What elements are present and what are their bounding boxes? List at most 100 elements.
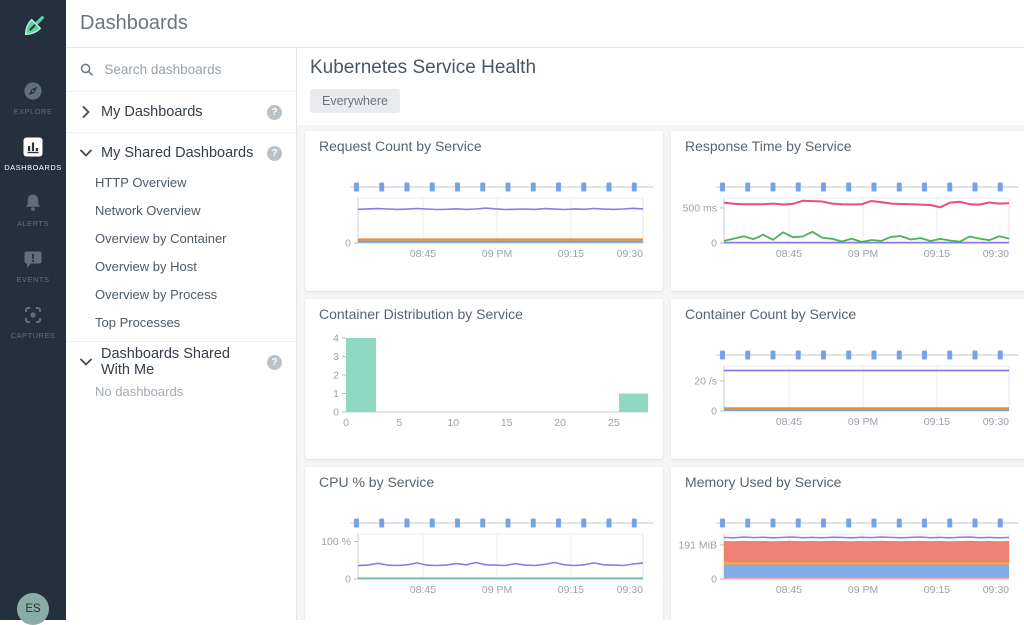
event-marker [795, 182, 801, 192]
chart-canvas: 0 20 /s 08:45 09 PM 09:15 09:30 [694, 350, 1019, 428]
histogram-bar [619, 393, 648, 412]
event-marker [972, 182, 978, 192]
chart-card[interactable]: Memory Used by Service 0 191 MiB 08:45 09 PM… [671, 467, 1024, 620]
app-container: Dashboards My Dashboards ? [66, 0, 1024, 620]
section-header-my-dashboards[interactable]: My Dashboards ? [66, 97, 296, 127]
event-marker [480, 182, 486, 192]
dashboard-main: Kubernetes Service Health Everywhere Req… [297, 48, 1024, 620]
event-marker [379, 182, 385, 192]
event-marker [745, 182, 751, 192]
top-bar: Dashboards [66, 0, 1024, 48]
svg-text:0: 0 [711, 406, 717, 418]
svg-text:08:45: 08:45 [410, 248, 436, 260]
event-marker [429, 182, 435, 192]
svg-text:09 PM: 09 PM [482, 584, 512, 596]
chart-canvas: 0 191 MiB 08:45 09 PM 09:15 09:30 [678, 518, 1019, 596]
svg-text:20 /s: 20 /s [694, 376, 717, 388]
section-label: My Shared Dashboards [101, 145, 254, 161]
section-my-dashboards: My Dashboards ? [66, 92, 296, 133]
search-icon [80, 63, 93, 76]
chart-card[interactable]: Request Count by Service 0 08:45 09 PM 09:15… [305, 131, 663, 291]
page-title: Dashboards [80, 12, 188, 34]
sidebar-item-alerts[interactable]: ALERTS [0, 192, 66, 228]
svg-text:09 PM: 09 PM [848, 584, 878, 596]
chart-title: Container Distribution by Service [319, 306, 523, 322]
section-dashboards-shared-with-me: Dashboards Shared With Me ? No dashboard… [66, 342, 296, 412]
svg-text:09:30: 09:30 [617, 584, 643, 596]
event-marker [972, 350, 978, 360]
series-blue-area [724, 564, 1009, 579]
event-marker [896, 182, 902, 192]
chart-card[interactable]: CPU % by Service 0 100 % 08:45 09 PM 09:15 09:… [305, 467, 663, 620]
svg-text:09 PM: 09 PM [482, 248, 512, 260]
chart-canvas: 0 500 ms 08:45 09 PM 09:15 09:30 [683, 182, 1019, 260]
chart-canvas: 0 100 % 08:45 09 PM 09:15 09:30 [321, 518, 653, 596]
user-avatar[interactable]: ES [17, 593, 49, 625]
event-marker [997, 182, 1003, 192]
rail-nav-items: EXPLORE DASHBOARDS ALERTS [0, 80, 66, 340]
dashboard-list-item[interactable]: Network Overview [95, 202, 201, 218]
compass-icon [24, 82, 42, 100]
event-marker [795, 350, 801, 360]
help-icon[interactable]: ? [267, 354, 282, 370]
content-area: My Dashboards ? My Shared Dashboards ? H… [66, 48, 1024, 620]
chart-card[interactable]: Container Count by Service 0 20 /s 08:45 09 … [671, 299, 1024, 459]
svg-text:09:15: 09:15 [558, 584, 584, 596]
sidebar-item-explore[interactable]: EXPLORE [0, 80, 66, 116]
event-marker [745, 518, 751, 528]
event-marker [556, 182, 561, 192]
help-icon[interactable]: ? [267, 104, 282, 120]
chart-card[interactable]: Response Time by Service 0 500 ms 08:45 09 P… [671, 131, 1024, 291]
chart-title: CPU % by Service [319, 474, 435, 490]
event-marker [530, 182, 536, 192]
dashboard-search-row [66, 48, 296, 92]
dashboard-list-item[interactable]: HTTP Overview [95, 174, 187, 190]
svg-text:100 %: 100 % [321, 536, 351, 548]
event-marker [821, 350, 826, 360]
section-header-shared-with-me[interactable]: Dashboards Shared With Me ? [66, 346, 296, 378]
sidebar-item-captures[interactable]: CAPTURES [0, 304, 66, 340]
svg-text:10: 10 [447, 417, 459, 429]
event-marker [947, 350, 953, 360]
section-header-my-shared-dashboards[interactable]: My Shared Dashboards ? [66, 138, 296, 168]
svg-text:500 ms: 500 ms [683, 202, 717, 214]
dashboard-list-item[interactable]: Overview by Process [95, 286, 218, 302]
dashboard-list-item[interactable]: Overview by Host [95, 258, 197, 274]
scope-filter-chip[interactable]: Everywhere [310, 89, 400, 113]
sidebar-item-dashboards[interactable]: DASHBOARDS [0, 136, 66, 172]
event-marker [922, 518, 927, 528]
svg-text:191 MiB: 191 MiB [678, 539, 717, 551]
event-marker [404, 182, 410, 192]
chart-card[interactable]: Container Distribution by Service 0 1 2 3 4 0 5… [305, 299, 663, 459]
event-marker [770, 350, 776, 360]
event-marker [770, 182, 776, 192]
svg-text:08:45: 08:45 [776, 248, 802, 260]
dashboard-list-item[interactable]: Overview by Container [95, 230, 227, 246]
chart-title: Response Time by Service [685, 138, 852, 154]
help-icon[interactable]: ? [267, 145, 282, 161]
event-marker [720, 350, 725, 360]
event-marker [846, 182, 852, 192]
series-pink [723, 199, 1010, 209]
event-marker [871, 182, 877, 192]
series-purple-total [723, 536, 1010, 539]
charts-grid: Request Count by Service 0 08:45 09 PM 09:15… [297, 125, 1024, 620]
event-marker [745, 350, 751, 360]
event-marker [821, 182, 826, 192]
svg-text:09:30: 09:30 [983, 584, 1009, 596]
event-marker [480, 518, 486, 528]
dashboards-list-panel: My Dashboards ? My Shared Dashboards ? H… [66, 48, 297, 620]
sidebar-item-label: EVENTS [16, 275, 50, 284]
search-input[interactable] [102, 61, 282, 78]
event-marker [379, 518, 385, 528]
sidebar-item-events[interactable]: EVENTS [0, 248, 66, 284]
event-marker [556, 518, 561, 528]
capture-icon [25, 307, 41, 323]
sysdig-logo[interactable] [0, 0, 66, 54]
dashboard-title: Kubernetes Service Health [310, 57, 537, 78]
svg-text:09 PM: 09 PM [848, 248, 878, 260]
dashboard-list-item[interactable]: Top Processes [95, 314, 181, 330]
event-marker [581, 182, 587, 192]
event-marker [720, 182, 725, 192]
sidebar-item-label: ALERTS [16, 219, 50, 228]
